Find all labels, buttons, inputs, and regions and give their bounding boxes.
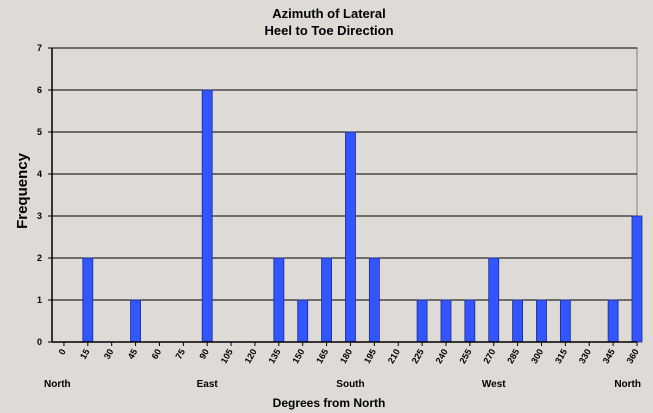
compass-label: North bbox=[614, 379, 641, 390]
gridlines bbox=[52, 47, 637, 301]
bar bbox=[297, 299, 309, 343]
x-tick-label: 255 bbox=[457, 347, 473, 365]
compass-label: South bbox=[336, 379, 364, 390]
bar bbox=[345, 131, 356, 343]
y-tick-label: 6 bbox=[37, 85, 42, 95]
x-tick-label: 300 bbox=[529, 347, 545, 365]
x-tick-label: 45 bbox=[126, 347, 140, 361]
x-tick-label: 330 bbox=[577, 347, 593, 365]
bar bbox=[201, 89, 213, 343]
x-tick-label: 0 bbox=[57, 347, 68, 356]
y-tick-labels: 0 1 2 3 4 5 6 7 bbox=[37, 43, 52, 347]
x-tick-label: 285 bbox=[505, 347, 521, 365]
bar bbox=[130, 299, 141, 343]
y-tick-label: 3 bbox=[37, 211, 42, 221]
bar bbox=[82, 257, 94, 343]
x-tick-label: 345 bbox=[601, 347, 617, 365]
compass-label: West bbox=[482, 379, 506, 390]
y-tick-label: 5 bbox=[37, 127, 42, 137]
x-tick-label: 225 bbox=[410, 347, 426, 365]
x-tick-label: 180 bbox=[338, 347, 354, 365]
x-tick-label: 135 bbox=[266, 347, 282, 365]
x-tick-label: 150 bbox=[290, 347, 306, 365]
compass-label: East bbox=[197, 379, 219, 390]
x-tick-label: 120 bbox=[243, 347, 259, 365]
bar bbox=[631, 215, 643, 343]
x-tick-label: 90 bbox=[197, 347, 211, 361]
x-tick-label: 165 bbox=[314, 347, 330, 365]
y-axis-label: Frequency bbox=[14, 152, 31, 229]
bar bbox=[488, 257, 500, 343]
y-tick-label: 7 bbox=[37, 43, 42, 53]
x-axis-label: Degrees from North bbox=[273, 396, 386, 410]
y-tick-label: 4 bbox=[37, 169, 42, 179]
compass-labels: North East South West North bbox=[44, 379, 641, 390]
bar bbox=[607, 299, 619, 343]
bar bbox=[536, 299, 547, 343]
x-tick-labels: 0 15 30 45 60 75 90 105 120 135 150 165 180 195 210 225… bbox=[57, 342, 641, 365]
bar bbox=[512, 299, 524, 343]
x-tick-label: 15 bbox=[78, 347, 92, 361]
bar bbox=[321, 257, 332, 343]
plot-area bbox=[51, 47, 638, 343]
x-tick-label: 210 bbox=[386, 347, 402, 365]
bar bbox=[464, 299, 476, 343]
x-tick-label: 315 bbox=[553, 347, 569, 365]
bars bbox=[82, 89, 643, 343]
x-tick-label: 30 bbox=[102, 347, 116, 361]
y-tick-label: 0 bbox=[37, 337, 42, 347]
bar bbox=[440, 299, 452, 343]
x-tick-label: 240 bbox=[434, 347, 450, 365]
x-tick-label: 75 bbox=[173, 347, 187, 361]
compass-label: North bbox=[44, 379, 71, 390]
x-tick-label: 195 bbox=[362, 347, 378, 365]
x-tick-label: 105 bbox=[219, 347, 235, 365]
bar bbox=[368, 257, 380, 343]
bar bbox=[416, 299, 428, 343]
chart-title-line2: Heel to Toe Direction bbox=[264, 23, 393, 38]
bar bbox=[273, 257, 285, 343]
bar bbox=[559, 299, 571, 343]
chart-title-line1: Azimuth of Lateral bbox=[272, 6, 385, 21]
x-tick-label: 270 bbox=[481, 347, 497, 365]
x-tick-label: 60 bbox=[150, 347, 164, 361]
x-tick-label: 360 bbox=[625, 347, 641, 365]
y-tick-label: 2 bbox=[37, 253, 42, 263]
y-tick-label: 1 bbox=[37, 295, 42, 305]
